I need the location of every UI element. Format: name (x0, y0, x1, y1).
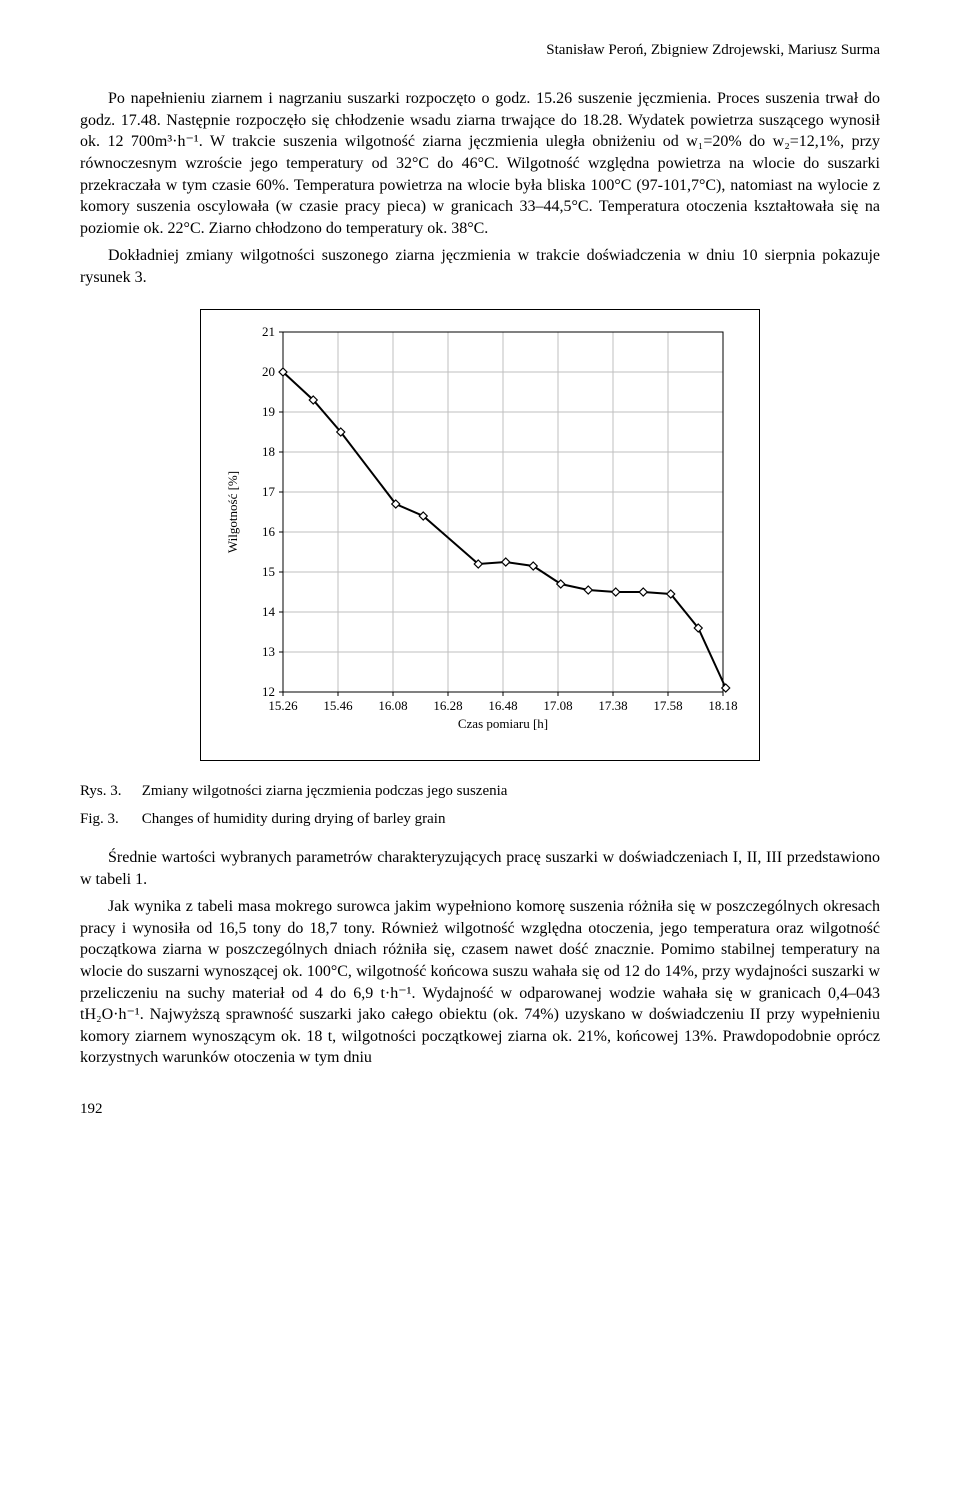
svg-text:18.18: 18.18 (708, 698, 737, 713)
svg-text:14: 14 (262, 604, 276, 619)
svg-text:17.38: 17.38 (598, 698, 627, 713)
paragraph-3: Średnie wartości wybranych parametrów ch… (80, 847, 880, 890)
svg-text:17.08: 17.08 (543, 698, 572, 713)
caption-fig: Fig. 3. Changes of humidity during dryin… (80, 809, 880, 829)
humidity-chart: 12 13 14 15 16 17 18 19 20 21 15.26 15.46 16.08 16.28… (215, 322, 745, 752)
paragraph-1: Po napełnieniu ziarnem i nagrzaniu susza… (80, 88, 880, 239)
svg-text:16: 16 (262, 524, 276, 539)
paragraph-2: Dokładniej zmiany wilgotności suszonego … (80, 245, 880, 288)
svg-text:16.08: 16.08 (378, 698, 407, 713)
svg-text:17.58: 17.58 (653, 698, 682, 713)
svg-text:15: 15 (262, 564, 275, 579)
page-number: 192 (80, 1099, 880, 1119)
svg-text:18: 18 (262, 444, 275, 459)
svg-text:12: 12 (262, 684, 275, 699)
svg-text:13: 13 (262, 644, 275, 659)
chart-container: 12 13 14 15 16 17 18 19 20 21 15.26 15.46 16.08 16.28… (200, 309, 760, 761)
svg-text:15.46: 15.46 (323, 698, 353, 713)
header-authors: Stanisław Peroń, Zbigniew Zdrojewski, Ma… (80, 40, 880, 60)
svg-text:16.48: 16.48 (488, 698, 517, 713)
svg-text:21: 21 (262, 324, 275, 339)
caption-fig-label: Fig. 3. (80, 809, 138, 829)
svg-text:17: 17 (262, 484, 276, 499)
svg-text:20: 20 (262, 364, 275, 379)
svg-text:15.26: 15.26 (268, 698, 298, 713)
svg-text:19: 19 (262, 404, 275, 419)
caption-rys-label: Rys. 3. (80, 781, 138, 801)
svg-text:Wilgotność [%]: Wilgotność [%] (225, 471, 240, 553)
paragraph-4: Jak wynika z tabeli masa mokrego surowca… (80, 896, 880, 1069)
svg-text:Czas pomiaru [h]: Czas pomiaru [h] (458, 716, 548, 731)
caption-rys: Rys. 3. Zmiany wilgotności ziarna jęczmi… (80, 781, 880, 801)
svg-text:16.28: 16.28 (433, 698, 462, 713)
caption-rys-text: Zmiany wilgotności ziarna jęczmienia pod… (142, 783, 508, 799)
caption-fig-text: Changes of humidity during drying of bar… (142, 811, 446, 827)
